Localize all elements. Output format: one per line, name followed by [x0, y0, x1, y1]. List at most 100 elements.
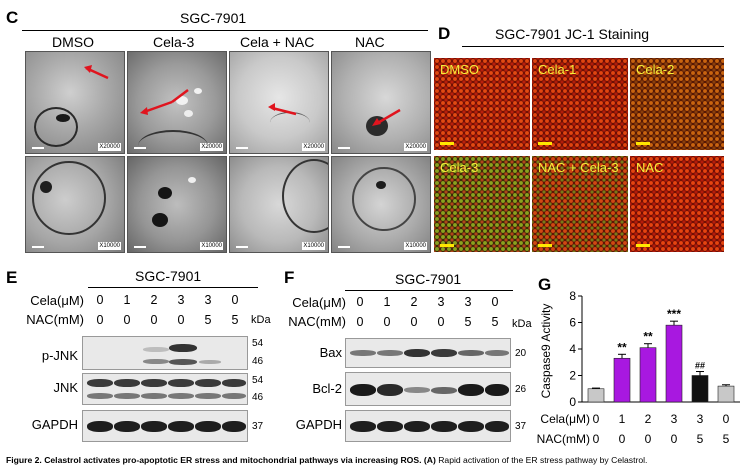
panel-e-row-gapdh: GAPDH [31, 417, 78, 432]
significance-label: ** [617, 340, 627, 354]
panel-g-cela-value: 2 [644, 412, 652, 426]
blot-bcl2 [345, 372, 511, 406]
blot-gapdh-e [82, 410, 248, 442]
panel-g-nac-value: 0 [670, 432, 678, 446]
panel-g-cela-value: 0 [592, 412, 600, 426]
significance-label: ## [695, 361, 705, 371]
jc1-scale-bar [636, 244, 650, 247]
panel-f-cela-value: 2 [410, 295, 418, 309]
panel-f-cela-value: 0 [356, 295, 364, 309]
bar-4 [665, 324, 683, 403]
red-arrow-icon [84, 65, 109, 80]
em-scale-bar [32, 246, 44, 248]
panel-e-cela-value: 3 [204, 293, 212, 307]
panel-d-title: SGC-7901 JC-1 Staining [495, 26, 650, 42]
em-image-cela-nac-20000: X20000 [229, 51, 329, 154]
jc1-image-nac-cela3: NAC + Cela-3 [532, 156, 628, 252]
panel-f-nac-value: 0 [437, 315, 445, 329]
significance-label: *** [667, 307, 681, 321]
panel-c-col-cela-nac: Cela + NAC [240, 34, 315, 50]
panel-e-marker: 54 [252, 375, 264, 386]
y-tick-label: 8 [569, 290, 576, 303]
panel-f-nac-value: 5 [464, 315, 472, 329]
bar-1 [587, 388, 605, 403]
panel-f-marker: 37 [515, 421, 527, 432]
em-scale-label: X20000 [200, 143, 223, 151]
em-scale-label: X20000 [404, 143, 427, 151]
panel-g-label: G [538, 275, 552, 294]
em-scale-bar [236, 147, 248, 149]
jc1-image-dmso: DMSO [434, 58, 530, 150]
panel-e-nac-value: 0 [150, 313, 158, 327]
panel-c-col-nac: NAC [355, 34, 385, 50]
red-arrow-icon [268, 103, 297, 116]
panel-e-marker: 54 [252, 338, 264, 349]
panel-g-nac-label: NAC(mM) [536, 432, 590, 446]
panel-g-cela-value: 0 [722, 412, 730, 426]
panel-e-nac-label: NAC(mM) [26, 312, 84, 327]
panel-d-label: D [438, 24, 451, 43]
em-scale-label: X10000 [98, 242, 121, 250]
jc1-scale-bar [440, 142, 454, 145]
jc1-scale-bar [538, 142, 552, 145]
em-scale-bar [134, 147, 146, 149]
panel-c-title: SGC-7901 [180, 10, 247, 26]
caption-panel-ref: (A) [423, 455, 436, 465]
panel-e-cela-value: 3 [177, 293, 185, 307]
panel-e-marker: 37 [252, 421, 264, 432]
em-scale-bar [338, 246, 350, 248]
panel-e-row-jnk: JNK [53, 380, 78, 395]
panel-f-divider [345, 290, 513, 291]
panel-g-nac-value: 0 [592, 432, 600, 446]
jc1-scale-bar [538, 244, 552, 247]
y-tick-label: 0 [569, 395, 576, 409]
panel-e-nac-value: 0 [96, 313, 104, 327]
jc1-image-cela2: Cela-2 [630, 58, 724, 150]
panel-f-cela-value: 3 [437, 295, 445, 309]
panel-f-cela-value: 1 [383, 295, 391, 309]
jc1-scale-bar [440, 244, 454, 247]
panel-e-marker: 46 [252, 392, 264, 403]
panel-f-title: SGC-7901 [395, 271, 462, 287]
blot-bax [345, 338, 511, 368]
panel-c-col-dmso: DMSO [52, 34, 94, 50]
panel-e-nac-value: 0 [123, 313, 131, 327]
panel-e-cela-value: 1 [123, 293, 131, 307]
jc1-image-label: NAC + Cela-3 [538, 160, 619, 175]
em-scale-bar [134, 246, 146, 248]
y-tick-label: 2 [569, 369, 576, 383]
panel-e-nac-value: 0 [177, 313, 185, 327]
em-image-cela-nac-10000: X10000 [229, 156, 329, 253]
panel-c-divider [22, 30, 428, 31]
panel-e-kda-label: kDa [251, 314, 271, 326]
red-arrow-icon [140, 89, 189, 115]
jc1-image-cela3: Cela-3 [434, 156, 530, 252]
panel-g-nac-value: 0 [644, 432, 652, 446]
panel-e-cela-value: 2 [150, 293, 158, 307]
em-scale-bar [338, 147, 350, 149]
y-axis-label: Caspase9 Activity [539, 304, 553, 399]
panel-d-divider [462, 46, 724, 47]
panel-g-nac-value: 5 [696, 432, 704, 446]
panel-e-cela-value: 0 [96, 293, 104, 307]
figure-caption: Figure 2. Celastrol activates pro-apopto… [6, 455, 751, 465]
red-arrow-icon [372, 108, 401, 126]
jc1-image-nac: NAC [630, 156, 724, 252]
panel-e-marker: 46 [252, 356, 264, 367]
panel-f-cela-label: Cela(μM) [292, 295, 346, 310]
panel-f-marker: 20 [515, 348, 527, 359]
em-image-nac-10000: X10000 [331, 156, 431, 253]
panel-f-kda-label: kDa [512, 318, 532, 330]
panel-f-nac-value: 0 [383, 315, 391, 329]
bar-3 [639, 347, 657, 403]
panel-f-row-bcl2: Bcl-2 [312, 381, 342, 396]
panel-f-nac-label: NAC(mM) [288, 314, 346, 329]
em-scale-bar [32, 147, 44, 149]
panel-f-cela-value: 3 [464, 295, 472, 309]
panel-f-row-bax: Bax [319, 345, 342, 360]
em-image-dmso-10000: X10000 [25, 156, 125, 253]
y-tick-label: 6 [569, 316, 576, 330]
em-scale-label: X10000 [200, 242, 223, 250]
panel-e-title: SGC-7901 [135, 268, 202, 284]
